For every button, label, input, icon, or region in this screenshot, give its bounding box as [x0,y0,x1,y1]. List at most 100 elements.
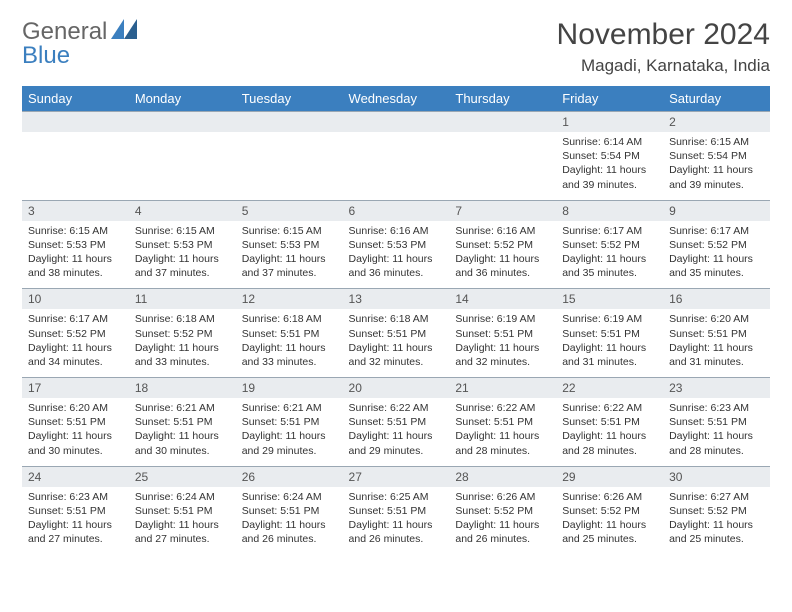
calendar-day-cell: 2Sunrise: 6:15 AMSunset: 5:54 PMDaylight… [663,112,770,201]
calendar-table: Sunday Monday Tuesday Wednesday Thursday… [22,86,770,554]
calendar-day-cell: 21Sunrise: 6:22 AMSunset: 5:51 PMDayligh… [449,378,556,467]
sunset-text: Sunset: 5:51 PM [455,327,550,341]
sunset-text: Sunset: 5:51 PM [669,327,764,341]
calendar-day-cell: 19Sunrise: 6:21 AMSunset: 5:51 PMDayligh… [236,378,343,467]
day-number [22,112,129,132]
day-details [449,132,556,188]
sunrise-text: Sunrise: 6:15 AM [135,224,230,238]
weekday-header: Thursday [449,86,556,112]
calendar-week-row: 17Sunrise: 6:20 AMSunset: 5:51 PMDayligh… [22,378,770,467]
day-number: 4 [129,201,236,221]
sunrise-text: Sunrise: 6:24 AM [135,490,230,504]
day-number: 5 [236,201,343,221]
day-number: 27 [343,467,450,487]
day-number: 8 [556,201,663,221]
sunset-text: Sunset: 5:54 PM [562,149,657,163]
daylight-text: Daylight: 11 hours and 30 minutes. [135,429,230,457]
calendar-day-cell: 24Sunrise: 6:23 AMSunset: 5:51 PMDayligh… [22,466,129,554]
sunset-text: Sunset: 5:51 PM [349,327,444,341]
daylight-text: Daylight: 11 hours and 26 minutes. [349,518,444,546]
calendar-day-cell: 6Sunrise: 6:16 AMSunset: 5:53 PMDaylight… [343,200,450,289]
sunrise-text: Sunrise: 6:17 AM [562,224,657,238]
day-number: 10 [22,289,129,309]
daylight-text: Daylight: 11 hours and 32 minutes. [455,341,550,369]
day-details [22,132,129,188]
calendar-week-row: 3Sunrise: 6:15 AMSunset: 5:53 PMDaylight… [22,200,770,289]
sunrise-text: Sunrise: 6:21 AM [242,401,337,415]
sunrise-text: Sunrise: 6:24 AM [242,490,337,504]
sunrise-text: Sunrise: 6:26 AM [455,490,550,504]
day-number: 13 [343,289,450,309]
sunrise-text: Sunrise: 6:22 AM [455,401,550,415]
day-number: 6 [343,201,450,221]
daylight-text: Daylight: 11 hours and 39 minutes. [669,163,764,191]
sunset-text: Sunset: 5:53 PM [349,238,444,252]
sunrise-text: Sunrise: 6:17 AM [28,312,123,326]
sunrise-text: Sunrise: 6:19 AM [562,312,657,326]
day-number: 14 [449,289,556,309]
sunset-text: Sunset: 5:52 PM [562,238,657,252]
calendar-day-cell: 20Sunrise: 6:22 AMSunset: 5:51 PMDayligh… [343,378,450,467]
sunset-text: Sunset: 5:52 PM [669,504,764,518]
sunset-text: Sunset: 5:52 PM [562,504,657,518]
calendar-day-cell: 12Sunrise: 6:18 AMSunset: 5:51 PMDayligh… [236,289,343,378]
sunset-text: Sunset: 5:53 PM [28,238,123,252]
calendar-day-cell: 22Sunrise: 6:22 AMSunset: 5:51 PMDayligh… [556,378,663,467]
sunrise-text: Sunrise: 6:15 AM [669,135,764,149]
day-details: Sunrise: 6:17 AMSunset: 5:52 PMDaylight:… [22,309,129,377]
day-details: Sunrise: 6:22 AMSunset: 5:51 PMDaylight:… [556,398,663,466]
calendar-day-cell: 29Sunrise: 6:26 AMSunset: 5:52 PMDayligh… [556,466,663,554]
day-details: Sunrise: 6:21 AMSunset: 5:51 PMDaylight:… [129,398,236,466]
sunrise-text: Sunrise: 6:26 AM [562,490,657,504]
day-number: 7 [449,201,556,221]
day-number: 20 [343,378,450,398]
day-details: Sunrise: 6:22 AMSunset: 5:51 PMDaylight:… [343,398,450,466]
day-details: Sunrise: 6:18 AMSunset: 5:51 PMDaylight:… [236,309,343,377]
daylight-text: Daylight: 11 hours and 36 minutes. [349,252,444,280]
calendar-day-cell: 28Sunrise: 6:26 AMSunset: 5:52 PMDayligh… [449,466,556,554]
day-number [343,112,450,132]
location-text: Magadi, Karnataka, India [557,56,770,76]
weekday-header: Wednesday [343,86,450,112]
day-number: 2 [663,112,770,132]
sunrise-text: Sunrise: 6:20 AM [28,401,123,415]
calendar-day-cell: 15Sunrise: 6:19 AMSunset: 5:51 PMDayligh… [556,289,663,378]
calendar-day-cell: 9Sunrise: 6:17 AMSunset: 5:52 PMDaylight… [663,200,770,289]
day-number: 28 [449,467,556,487]
day-details: Sunrise: 6:24 AMSunset: 5:51 PMDaylight:… [236,487,343,555]
calendar-week-row: 10Sunrise: 6:17 AMSunset: 5:52 PMDayligh… [22,289,770,378]
day-number: 9 [663,201,770,221]
weekday-header: Friday [556,86,663,112]
day-details: Sunrise: 6:15 AMSunset: 5:54 PMDaylight:… [663,132,770,200]
daylight-text: Daylight: 11 hours and 27 minutes. [135,518,230,546]
sunset-text: Sunset: 5:53 PM [242,238,337,252]
day-details: Sunrise: 6:19 AMSunset: 5:51 PMDaylight:… [449,309,556,377]
day-details: Sunrise: 6:26 AMSunset: 5:52 PMDaylight:… [449,487,556,555]
sunrise-text: Sunrise: 6:19 AM [455,312,550,326]
day-number: 21 [449,378,556,398]
day-number: 12 [236,289,343,309]
daylight-text: Daylight: 11 hours and 28 minutes. [669,429,764,457]
calendar-day-cell: 4Sunrise: 6:15 AMSunset: 5:53 PMDaylight… [129,200,236,289]
page-title: November 2024 [557,18,770,52]
weekday-header-row: Sunday Monday Tuesday Wednesday Thursday… [22,86,770,112]
sunrise-text: Sunrise: 6:18 AM [349,312,444,326]
daylight-text: Daylight: 11 hours and 28 minutes. [455,429,550,457]
day-details: Sunrise: 6:27 AMSunset: 5:52 PMDaylight:… [663,487,770,555]
daylight-text: Daylight: 11 hours and 31 minutes. [669,341,764,369]
daylight-text: Daylight: 11 hours and 30 minutes. [28,429,123,457]
daylight-text: Daylight: 11 hours and 33 minutes. [135,341,230,369]
calendar-day-cell: 26Sunrise: 6:24 AMSunset: 5:51 PMDayligh… [236,466,343,554]
sunset-text: Sunset: 5:52 PM [28,327,123,341]
logo-icon [109,18,137,46]
day-details: Sunrise: 6:23 AMSunset: 5:51 PMDaylight:… [663,398,770,466]
sunrise-text: Sunrise: 6:17 AM [669,224,764,238]
day-details: Sunrise: 6:18 AMSunset: 5:52 PMDaylight:… [129,309,236,377]
sunrise-text: Sunrise: 6:21 AM [135,401,230,415]
day-number: 3 [22,201,129,221]
sunrise-text: Sunrise: 6:15 AM [242,224,337,238]
sunset-text: Sunset: 5:52 PM [135,327,230,341]
day-details: Sunrise: 6:20 AMSunset: 5:51 PMDaylight:… [663,309,770,377]
day-details: Sunrise: 6:21 AMSunset: 5:51 PMDaylight:… [236,398,343,466]
day-number [129,112,236,132]
